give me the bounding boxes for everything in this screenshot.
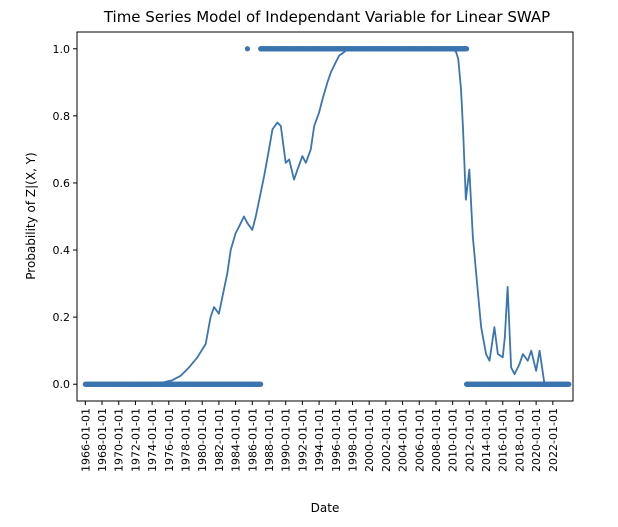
y-tick-label: 0.2 [53, 311, 71, 324]
x-tick-label: 2008-01-01 [430, 408, 443, 472]
x-tick-label: 1980-01-01 [196, 408, 209, 472]
x-tick-label: 1970-01-01 [113, 408, 126, 472]
x-tick-label: 1992-01-01 [296, 408, 309, 472]
x-tick-label: 2002-01-01 [380, 408, 393, 472]
x-tick-label: 1988-01-01 [263, 408, 276, 472]
x-tick-label: 2004-01-01 [397, 408, 410, 472]
y-tick-label: 0.0 [53, 378, 71, 391]
point-series-1 [82, 381, 255, 387]
point-series-5 [463, 381, 572, 387]
plot-area [82, 46, 572, 387]
x-tick-label: 2010-01-01 [447, 408, 460, 472]
x-tick-label: 1968-01-01 [96, 408, 109, 472]
data-point [566, 381, 572, 387]
x-tick-label: 2020-01-01 [530, 408, 543, 472]
y-axis: 0.0 0.2 0.4 0.6 0.8 1.0 [53, 43, 77, 391]
point-series-3 [244, 46, 251, 52]
x-tick-label: 1986-01-01 [246, 408, 259, 472]
x-tick-label: 1996-01-01 [330, 408, 343, 472]
y-tick-label: 1.0 [53, 43, 71, 56]
x-tick-label: 1994-01-01 [313, 408, 326, 472]
x-tick-label: 1984-01-01 [230, 408, 243, 472]
x-tick-label: 1976-01-01 [163, 408, 176, 472]
data-point [258, 381, 264, 387]
y-axis-label: Probability of Z|(X, Y) [24, 152, 38, 279]
x-tick-label: 2022-01-01 [547, 408, 560, 472]
series-line [85, 47, 546, 386]
x-tick-label: 1998-01-01 [346, 408, 359, 472]
x-tick-label: 2000-01-01 [363, 408, 376, 472]
x-tick-label: 2014-01-01 [480, 408, 493, 472]
x-tick-label: 1972-01-01 [129, 408, 142, 472]
x-tick-label: 2012-01-01 [463, 408, 476, 472]
x-tick-label: 1978-01-01 [180, 408, 193, 472]
x-tick-label: 1974-01-01 [146, 408, 159, 472]
point-series-4 [258, 46, 470, 52]
x-tick-label: 1982-01-01 [213, 408, 226, 472]
x-axis: 1966-01-01 1968-01-01 1970-01-01 1972-01-01… [79, 401, 560, 472]
y-tick-label: 0.4 [53, 244, 71, 257]
y-tick-label: 0.6 [53, 177, 71, 190]
x-tick-label: 1990-01-01 [280, 408, 293, 472]
y-tick-label: 0.8 [53, 110, 71, 123]
x-tick-label: 2016-01-01 [497, 408, 510, 472]
x-tick-label: 2018-01-01 [513, 408, 526, 472]
plot-frame [76, 31, 574, 402]
x-axis-label: Date [311, 501, 340, 515]
chart-title: Time Series Model of Independant Variabl… [103, 8, 550, 26]
data-point [244, 46, 251, 52]
data-point [463, 46, 470, 52]
x-tick-label: 1966-01-01 [79, 408, 92, 472]
point-series-2 [250, 381, 264, 387]
x-tick-label: 2006-01-01 [413, 408, 426, 472]
